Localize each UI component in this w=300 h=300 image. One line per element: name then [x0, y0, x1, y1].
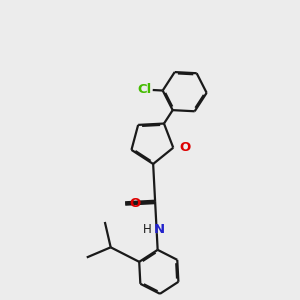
- Text: H: H: [142, 224, 151, 236]
- Text: Cl: Cl: [138, 83, 152, 96]
- Text: O: O: [130, 197, 141, 210]
- Text: N: N: [153, 224, 164, 236]
- Text: O: O: [180, 141, 191, 154]
